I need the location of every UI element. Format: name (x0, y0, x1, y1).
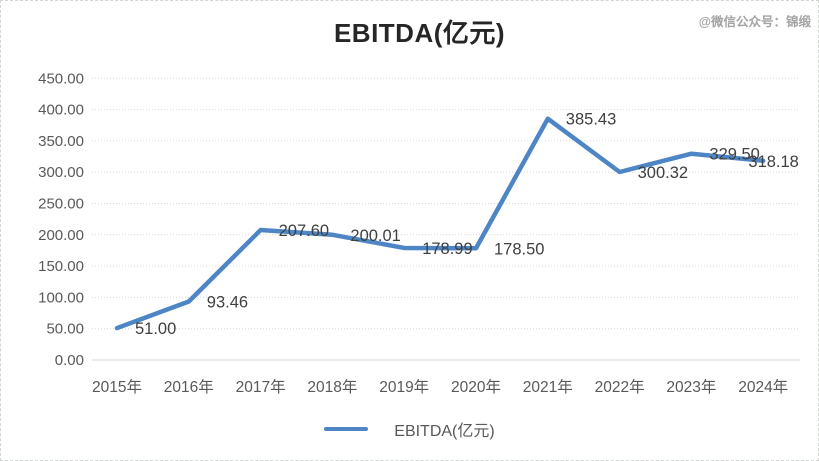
x-tick-label: 2022年 (595, 378, 645, 396)
data-point-label: 51.00 (135, 320, 176, 338)
y-tick-label: 100.00 (38, 289, 84, 306)
ebitda-line (114, 116, 766, 331)
data-point-label: 207.60 (279, 222, 329, 240)
y-tick-label: 200.00 (38, 227, 84, 244)
y-tick-label: 0.00 (55, 352, 84, 369)
x-tick-label: 2020年 (451, 378, 501, 396)
data-point-label: 93.46 (207, 293, 248, 311)
y-tick-label: 400.00 (38, 102, 84, 119)
y-tick-label: 250.00 (38, 196, 84, 213)
chart-legend: EBITDA(亿元) (0, 417, 819, 441)
x-tick-label: 2019年 (379, 378, 429, 396)
x-tick-label: 2017年 (236, 378, 286, 396)
data-point-label: 329.50 (709, 146, 759, 164)
data-point-label: 178.99 (422, 240, 472, 258)
data-point-label: 385.43 (566, 111, 616, 129)
data-point-label: 300.32 (638, 164, 688, 182)
x-tick-label: 2023年 (666, 378, 716, 396)
x-tick-label: 2018年 (307, 378, 357, 396)
legend-line-icon (324, 427, 369, 431)
x-tick-label: 2024年 (738, 378, 788, 396)
watermark-text: @微信公众号：锦缎 (698, 15, 811, 29)
y-tick-label: 300.00 (38, 164, 84, 181)
data-point-label: 200.01 (350, 227, 400, 245)
legend-label: EBITDA(亿元) (394, 423, 495, 440)
y-tick-label: 150.00 (38, 258, 84, 275)
x-tick-label: 2015年 (92, 378, 142, 396)
y-tick-label: 350.00 (38, 133, 84, 150)
x-tick-label: 2021年 (523, 378, 573, 396)
y-tick-label: 50.00 (46, 321, 84, 338)
data-point-label: 178.50 (494, 240, 544, 258)
x-tick-label: 2016年 (164, 378, 214, 396)
chart-title: EBITDA(亿元) (333, 18, 506, 48)
y-tick-label: 450.00 (38, 70, 84, 87)
data-point-label: 318.18 (748, 153, 798, 171)
